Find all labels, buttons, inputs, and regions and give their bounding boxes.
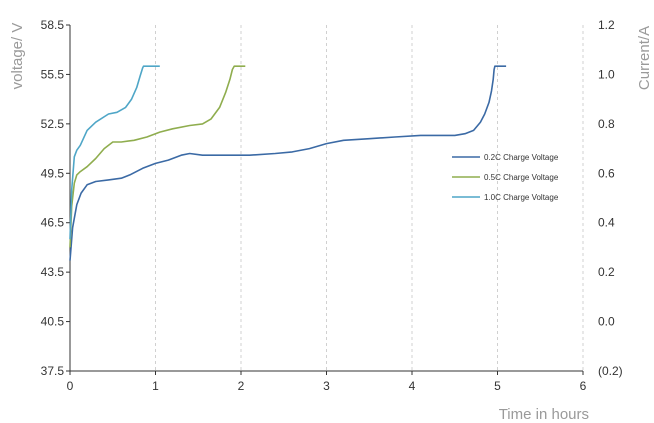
legend-label-2: 0.5C Charge Voltage xyxy=(484,173,559,182)
y-tick-label: 46.5 xyxy=(41,216,65,230)
y2-tick-labels: (0.2) 0.0 0.2 0.4 0.6 0.8 1.0 1.2 xyxy=(598,18,623,378)
y-tick-label: 43.5 xyxy=(41,265,65,279)
x-tick-label: 2 xyxy=(238,379,245,393)
y2-tick-label: 0.0 xyxy=(598,315,615,329)
y-tick-label: 58.5 xyxy=(41,18,65,32)
series-line-1 xyxy=(69,65,507,261)
x-tick-label: 6 xyxy=(580,379,587,393)
y2-tick-label: 1.2 xyxy=(598,18,615,32)
y-axis-title: voltage/ V xyxy=(9,23,26,90)
x-axis-title: Time in hours xyxy=(499,406,589,423)
y-tick-label: 40.5 xyxy=(41,315,65,329)
y2-axis-title: Current/A xyxy=(636,26,653,90)
y2-tick-label: 0.8 xyxy=(598,117,615,131)
series-line-3 xyxy=(69,65,160,240)
series-lines xyxy=(69,65,507,261)
x-tick-label: 1 xyxy=(152,379,159,393)
y-tick-label: 52.5 xyxy=(41,117,65,131)
x-tick-label: 0 xyxy=(67,379,74,393)
y2-tick-label: 0.4 xyxy=(598,216,615,230)
y-tick-labels: 37.5 40.5 43.5 46.5 49.5 52.5 55.5 58.5 xyxy=(41,18,70,378)
y-tick-label: 49.5 xyxy=(41,166,65,180)
y-tick-label: 55.5 xyxy=(41,67,65,81)
y2-tick-label: 0.6 xyxy=(598,166,615,180)
legend-label-1: 0.2C Charge Voltage xyxy=(484,153,559,162)
legend-label-3: 1.0C Charge Voltage xyxy=(484,193,559,202)
grid-lines xyxy=(155,25,584,371)
x-tick-label: 5 xyxy=(494,379,501,393)
y2-tick-label: 0.2 xyxy=(598,265,615,279)
x-tick-labels: 0 1 2 3 4 5 6 xyxy=(67,371,587,393)
x-tick-label: 4 xyxy=(409,379,416,393)
y-tick-label: 37.5 xyxy=(41,364,65,378)
y2-tick-label: (0.2) xyxy=(598,364,623,378)
legend: 0.2C Charge Voltage 0.5C Charge Voltage 1.… xyxy=(452,153,559,202)
series-line-2 xyxy=(69,65,246,248)
y2-tick-label: 1.0 xyxy=(598,67,615,81)
x-tick-label: 3 xyxy=(323,379,330,393)
